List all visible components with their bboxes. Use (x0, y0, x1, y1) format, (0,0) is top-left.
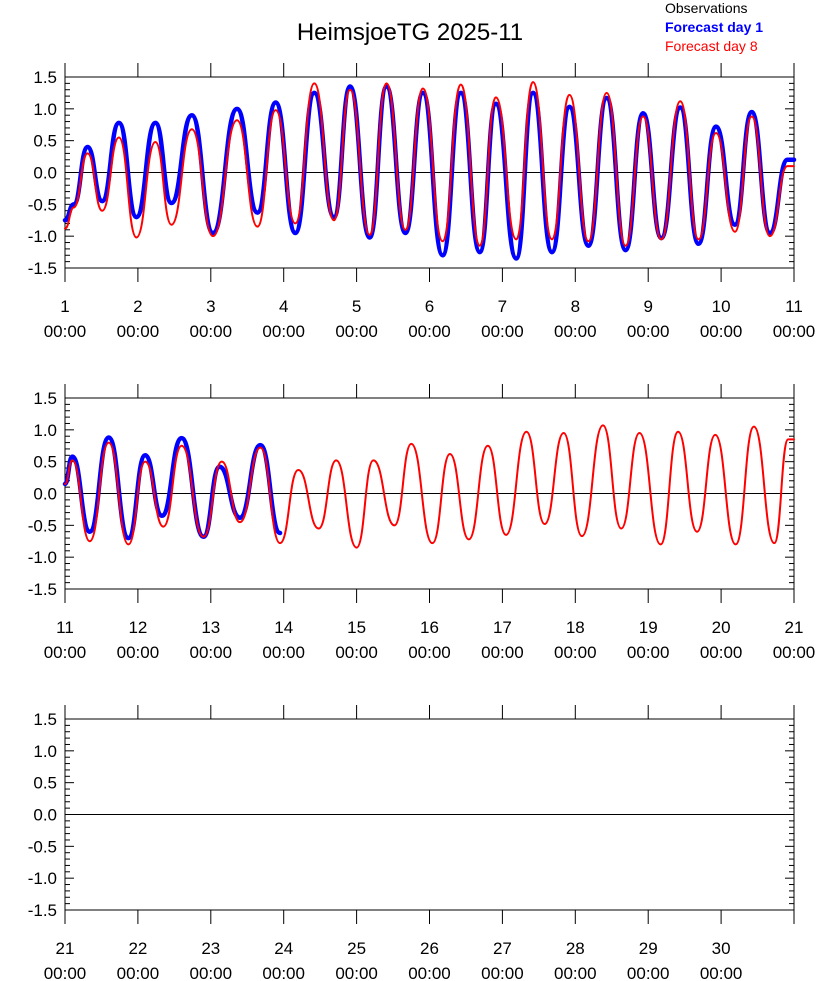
x-tick-day-label: 4 (279, 297, 288, 316)
x-tick-day-label: 7 (498, 297, 507, 316)
x-tick-day-label: 13 (201, 618, 220, 637)
x-tick-time-label: 00:00 (44, 322, 87, 341)
chart-panel-1: 1.5 1.0 0.5 0.0 -0.5 -1.0 -1.51 00:00 2 00:00 3 00:… (28, 63, 816, 341)
y-tick-label: -0.5 (28, 516, 57, 535)
x-tick-day-label: 28 (566, 939, 585, 958)
x-tick-day-label: 8 (571, 297, 580, 316)
x-tick-day-label: 14 (274, 618, 293, 637)
x-tick-day-label: 18 (566, 618, 585, 637)
y-tick-label: 1.0 (33, 742, 57, 761)
x-tick-day-label: 23 (201, 939, 220, 958)
x-tick-time-label: 00:00 (408, 322, 451, 341)
series-forecast-day-1-line (62, 435, 283, 541)
x-tick-time-label: 00:00 (481, 643, 524, 662)
x-tick-time-label: 00:00 (117, 643, 160, 662)
x-tick-day-label: 25 (347, 939, 366, 958)
x-tick-day-label: 3 (206, 297, 215, 316)
y-tick-label: -0.5 (28, 837, 57, 856)
x-tick-time-label: 00:00 (190, 322, 233, 341)
x-tick-day-label: 21 (785, 618, 804, 637)
x-tick-time-label: 00:00 (117, 322, 160, 341)
series-forecast-day-8-line (64, 424, 795, 549)
x-tick-day-label: 26 (420, 939, 439, 958)
x-tick-day-label: 1 (60, 297, 69, 316)
x-tick-time-label: 00:00 (117, 964, 160, 981)
x-tick-time-label: 00:00 (335, 964, 378, 981)
x-tick-time-label: 00:00 (700, 322, 743, 341)
series-forecast-day-8-line (64, 81, 795, 247)
x-tick-time-label: 00:00 (408, 964, 451, 981)
y-tick-label: 0.0 (33, 164, 57, 183)
y-tick-label: -1.5 (28, 901, 57, 920)
y-tick-label: -1.0 (28, 869, 57, 888)
y-tick-label: 1.0 (33, 100, 57, 119)
legend-entry: Forecast day 1 (665, 19, 763, 35)
x-tick-time-label: 00:00 (262, 322, 305, 341)
y-tick-label: -1.5 (28, 259, 57, 278)
x-tick-time-label: 00:00 (627, 643, 670, 662)
x-tick-day-label: 22 (128, 939, 147, 958)
y-tick-label: 0.0 (33, 485, 57, 504)
x-tick-day-label: 2 (133, 297, 142, 316)
x-tick-time-label: 00:00 (335, 322, 378, 341)
chart-panel-3: 1.5 1.0 0.5 0.0 -0.5 -1.0 -1.5 21 00:00 22 00:00 23… (28, 705, 795, 981)
y-tick-label: 0.0 (33, 806, 57, 825)
x-tick-day-label: 17 (493, 618, 512, 637)
x-tick-time-label: 00:00 (481, 322, 524, 341)
y-tick-label: 0.5 (33, 132, 57, 151)
x-tick-time-label: 00:00 (44, 643, 87, 662)
x-tick-time-label: 00:00 (44, 964, 87, 981)
x-tick-day-label: 20 (712, 618, 731, 637)
x-tick-day-label: 10 (712, 297, 731, 316)
y-tick-label: 0.5 (33, 453, 57, 472)
x-tick-time-label: 00:00 (627, 964, 670, 981)
x-tick-time-label: 00:00 (627, 322, 670, 341)
y-tick-label: 1.5 (33, 389, 57, 408)
x-tick-time-label: 00:00 (190, 643, 233, 662)
x-tick-time-label: 00:00 (773, 322, 816, 341)
y-tick-label: 1.0 (33, 421, 57, 440)
y-tick-label: -1.0 (28, 548, 57, 567)
x-tick-time-label: 00:00 (481, 964, 524, 981)
legend: Observations Forecast day 1 Forecast day 8 (665, 0, 763, 54)
x-tick-time-label: 00:00 (700, 964, 743, 981)
x-tick-time-label: 00:00 (554, 322, 597, 341)
x-tick-time-label: 00:00 (554, 964, 597, 981)
x-tick-day-label: 11 (785, 297, 803, 316)
chart-panels: 1.51.00.50.0-0.5-1.0-1.5100:00200:00300:… (28, 63, 816, 981)
y-tick-label: 1.5 (33, 710, 57, 729)
x-tick-day-label: 19 (639, 618, 658, 637)
x-tick-time-label: 00:00 (190, 964, 233, 981)
x-tick-time-label: 00:00 (335, 643, 378, 662)
x-tick-time-label: 00:00 (408, 643, 451, 662)
x-tick-day-label: 29 (639, 939, 658, 958)
x-tick-day-label: 15 (347, 618, 366, 637)
legend-entry: Observations (665, 0, 747, 16)
x-tick-day-label: 6 (425, 297, 434, 316)
x-tick-time-label: 00:00 (262, 964, 305, 981)
x-tick-day-label: 24 (274, 939, 293, 958)
x-tick-time-label: 00:00 (700, 643, 743, 662)
y-tick-label: -0.5 (28, 195, 57, 214)
x-tick-time-label: 00:00 (262, 643, 305, 662)
chart-title: HeimsjoeTG 2025-11 (297, 19, 523, 46)
y-tick-label: -1.0 (28, 227, 57, 246)
chart-panel-2: 1.5 1.0 0.5 0.0 -0.5 -1.0 -1.5 11 00:00 12 00:00 13… (28, 384, 816, 662)
x-tick-day-label: 27 (493, 939, 512, 958)
x-tick-day-label: 30 (712, 939, 731, 958)
x-tick-day-label: 16 (420, 618, 439, 637)
y-tick-label: 0.5 (33, 774, 57, 793)
x-tick-time-label: 00:00 (773, 643, 816, 662)
x-tick-day-label: 21 (56, 939, 75, 958)
x-tick-day-label: 11 (56, 618, 74, 637)
x-tick-day-label: 12 (128, 618, 147, 637)
x-tick-day-label: 9 (643, 297, 652, 316)
legend-entry: Forecast day 8 (665, 38, 758, 54)
y-tick-label: 1.5 (33, 68, 57, 87)
x-tick-time-label: 00:00 (554, 643, 597, 662)
x-tick-day-label: 5 (352, 297, 361, 316)
y-tick-label: -1.5 (28, 580, 57, 599)
